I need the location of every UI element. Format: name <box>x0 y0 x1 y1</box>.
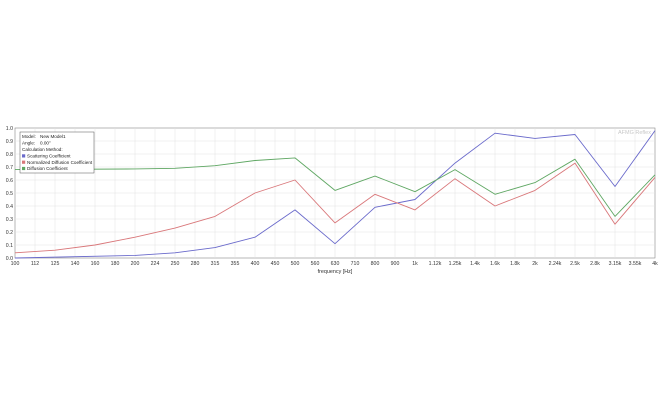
y-tick-label: 0.3 <box>6 217 13 223</box>
legend-swatch <box>22 154 26 158</box>
legend-box <box>19 131 95 174</box>
x-tick-label: 1.6k <box>490 261 500 267</box>
x-tick-label: 1.12k <box>429 261 442 267</box>
x-tick-label: 4k <box>652 261 658 267</box>
y-tick-label: 0.5 <box>6 191 13 197</box>
x-tick-label: 450 <box>271 261 280 267</box>
grid <box>15 128 655 258</box>
series-lines <box>14 130 656 259</box>
y-tick-label: 0.2 <box>6 230 13 236</box>
y-tick-label: 0.7 <box>6 165 13 171</box>
x-tick-label: 1.8k <box>510 261 520 267</box>
y-tick-label: 0.6 <box>6 178 13 184</box>
x-tick-label: 630 <box>331 261 340 267</box>
x-tick-label: 100 <box>11 261 20 267</box>
legend-label: Normalized Diffusion Coefficient <box>27 160 93 165</box>
legend-angle-value: 0.00° <box>40 141 51 146</box>
y-tick-label: 0.8 <box>6 152 13 158</box>
legend-method-label: Calculation Method: <box>22 147 63 152</box>
x-tick-label: 112 <box>31 261 39 267</box>
x-tick-label: 2k <box>532 261 538 267</box>
x-tick-label: 200 <box>131 261 140 267</box>
x-tick-label: 224 <box>151 261 160 267</box>
x-tick-label: 400 <box>251 261 260 267</box>
legend-model-value: New Model1 <box>40 134 66 139</box>
x-tick-label: 800 <box>371 261 380 267</box>
x-tick-label: 180 <box>111 261 120 267</box>
x-tick-label: 3.55k <box>629 261 642 267</box>
x-axis-title: frequency [Hz] <box>318 269 353 275</box>
legend-swatch <box>22 166 26 171</box>
series-line <box>14 130 656 259</box>
x-tick-label: 125 <box>51 261 60 267</box>
series-line <box>14 157 656 217</box>
x-tick-label: 250 <box>171 261 180 267</box>
y-tick-labels: 0.0 0.1 0.2 0.3 0.4 0.5 0.6 0.7 0.8 0.9 1.0 <box>6 126 13 262</box>
x-tick-label: 1.4k <box>470 261 480 267</box>
legend-model-label: Model: <box>22 134 36 139</box>
legend-angle-label: Angle: <box>22 141 35 146</box>
y-tick-label: 1.0 <box>6 126 13 132</box>
x-tick-label: 1.25k <box>449 261 462 267</box>
y-tick-label: 0.9 <box>6 139 13 145</box>
x-tick-label: 500 <box>291 261 300 267</box>
x-tick-label: 2.8k <box>590 261 600 267</box>
y-tick-label: 0.0 <box>6 256 13 262</box>
x-tick-labels: 100 112 125 140 160 180 200 224 250 280 315 355 400 4… <box>11 261 658 267</box>
watermark: AFMG Reflex <box>618 130 651 136</box>
legend-label: Diffusion Coefficient <box>27 166 68 171</box>
x-tick-label: 3.15k <box>609 261 622 267</box>
x-tick-label: 315 <box>211 261 220 267</box>
x-tick-label: 2.5k <box>570 261 580 267</box>
legend-label: Scattering Coefficient <box>27 154 71 159</box>
x-tick-label: 900 <box>391 261 400 267</box>
x-tick-label: 710 <box>351 261 360 267</box>
y-tick-label: 0.4 <box>6 204 13 210</box>
x-tick-label: 160 <box>91 261 100 267</box>
legend-swatch <box>22 160 26 164</box>
x-tick-label: 355 <box>231 261 240 267</box>
x-tick-label: 280 <box>191 261 200 267</box>
legend: Model: New Model1 Angle: 0.00° Calculati… <box>19 131 95 174</box>
x-tick-label: 2.24k <box>549 261 562 267</box>
x-tick-label: 1k <box>412 261 418 267</box>
x-tick-label: 140 <box>71 261 80 267</box>
series-line <box>14 162 656 254</box>
x-tick-label: 560 <box>311 261 320 267</box>
y-tick-label: 0.1 <box>6 243 13 249</box>
